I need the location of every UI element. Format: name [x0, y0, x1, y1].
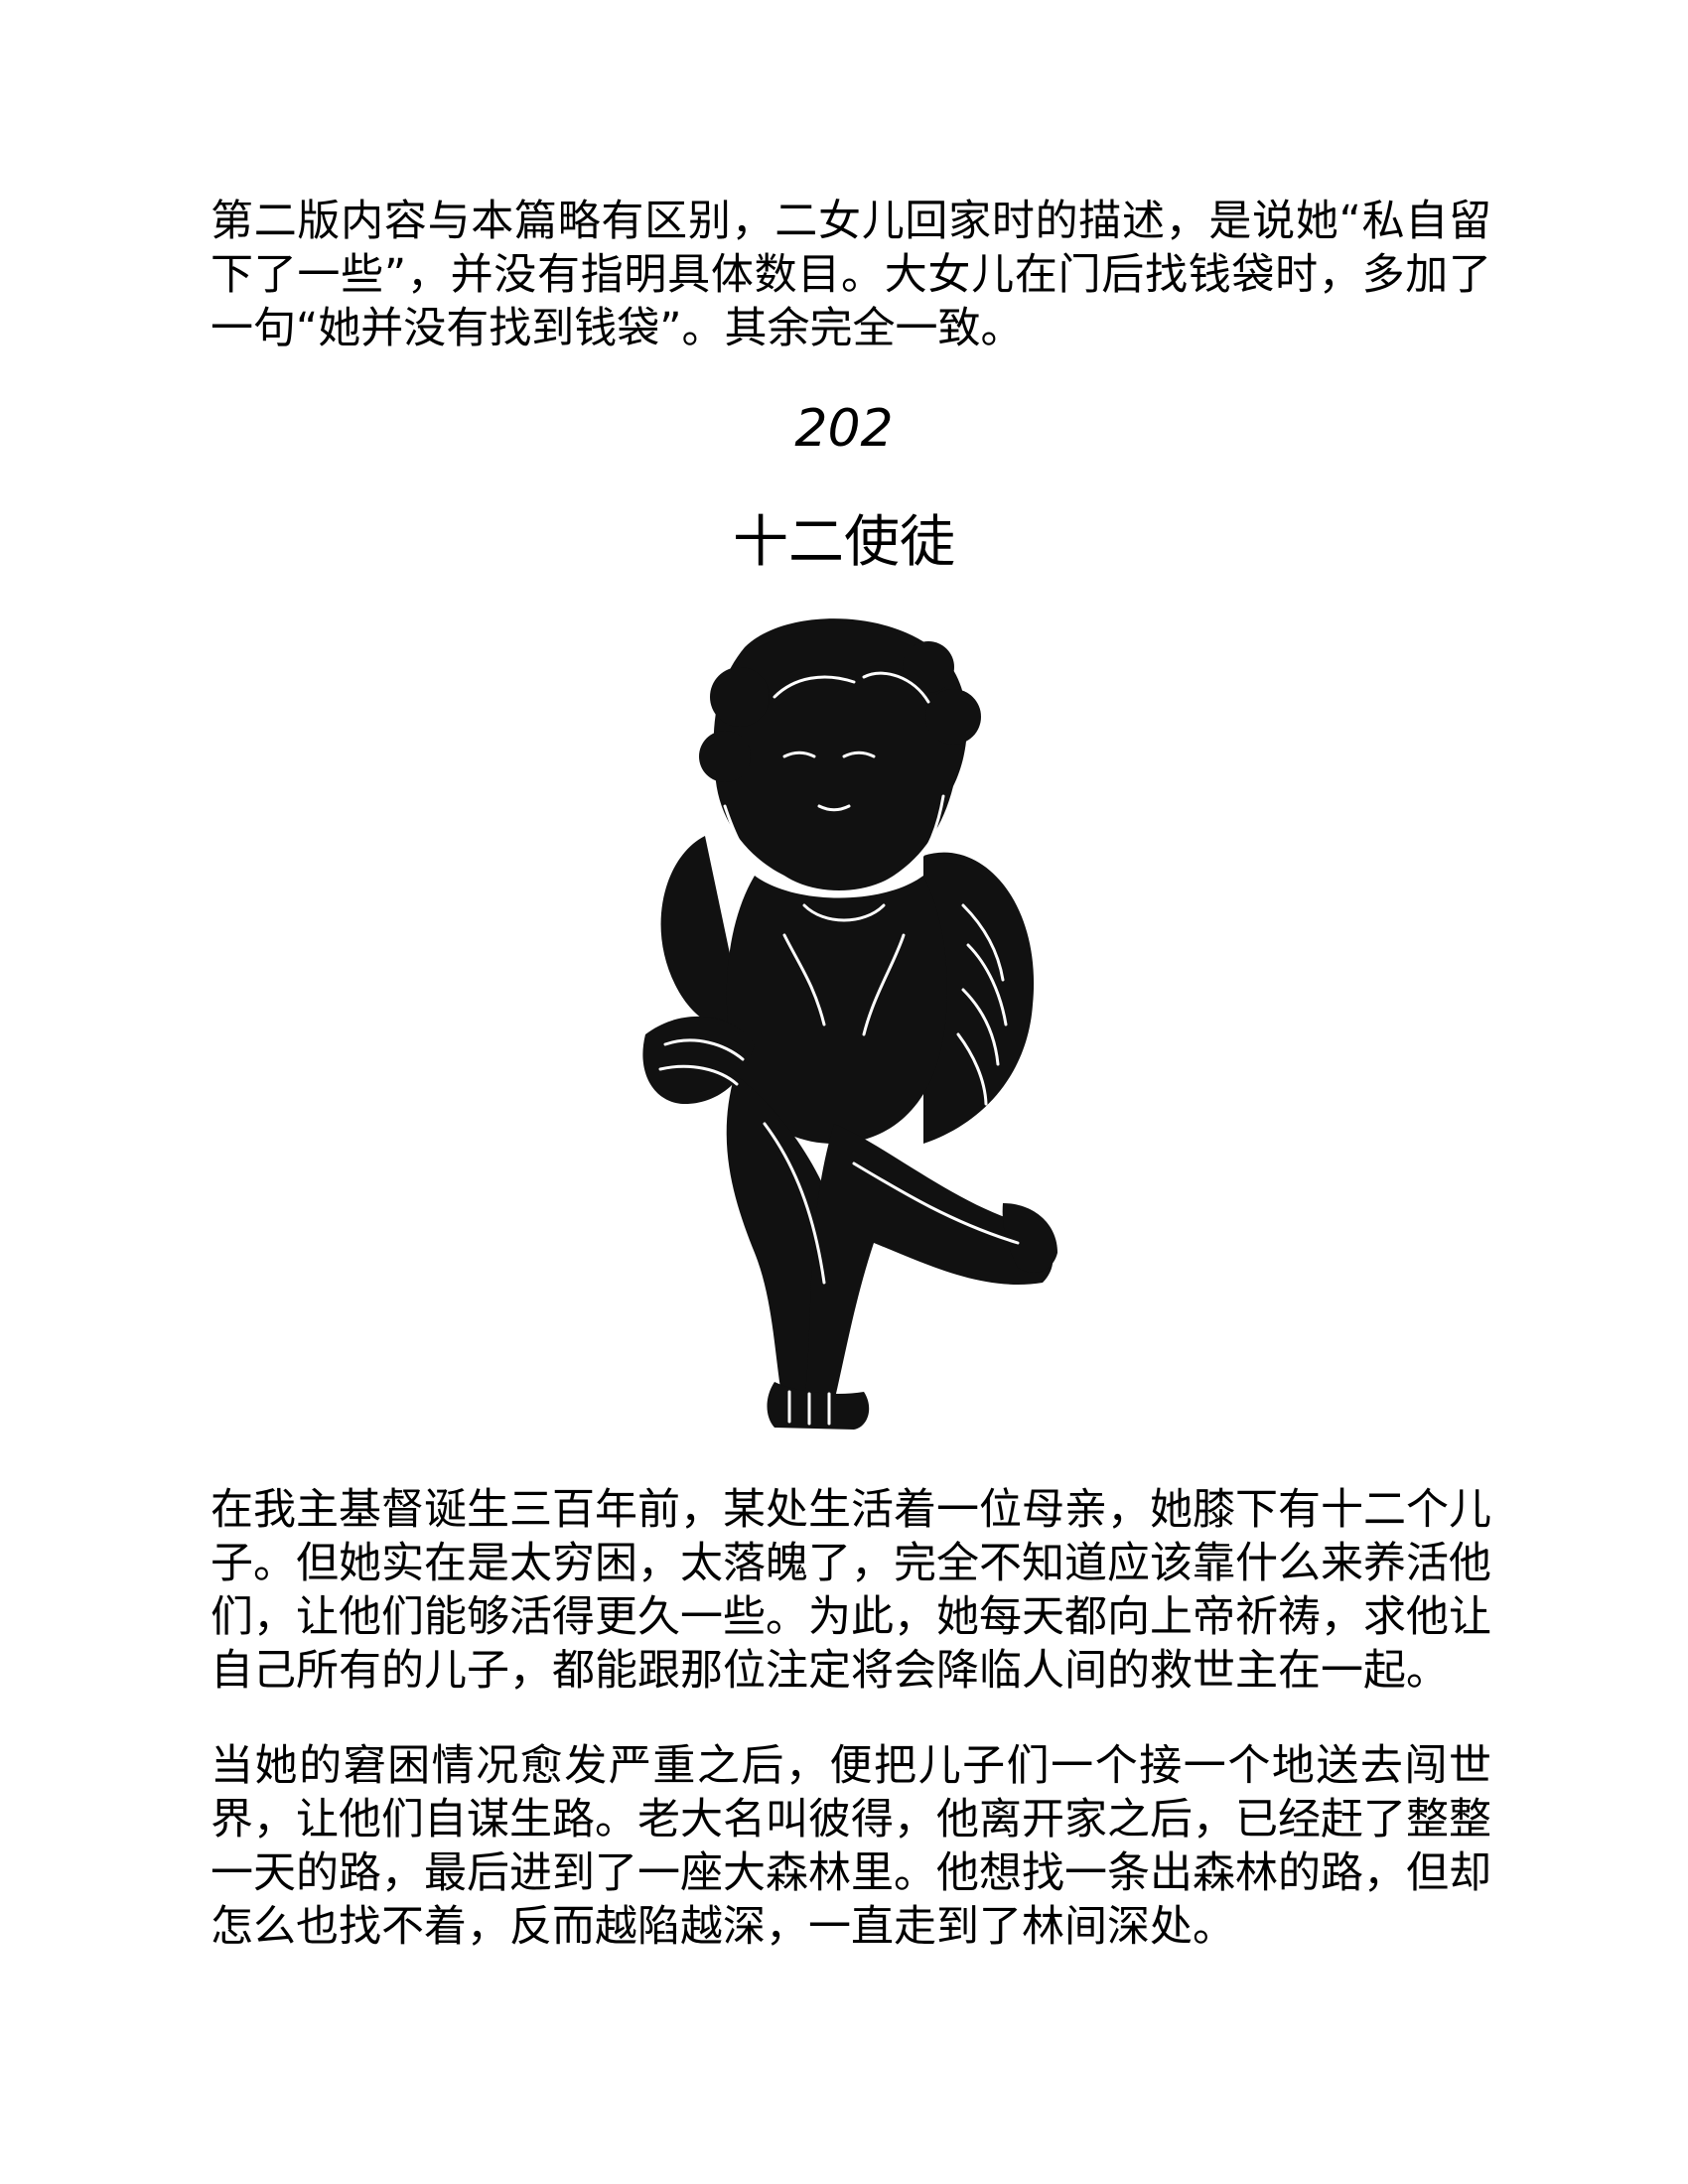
cherub-illustration	[626, 608, 1062, 1432]
story-title: 十二使徒	[733, 510, 955, 575]
note-paragraph: 第二版内容与本篇略有区别，二女儿回家时的描述，是说她“私自留下了一些”，并没有指…	[211, 197, 1491, 353]
story-paragraph-2: 当她的窘困情况愈发严重之后，便把儿子们一个接一个地送去闯世界，让他们自谋生路。老…	[211, 1741, 1491, 1952]
story-paragraph-1: 在我主基督诞生三百年前，某处生活着一位母亲，她膝下有十二个儿子。但她实在是太穷困…	[211, 1485, 1491, 1696]
cherub-icon	[642, 618, 1057, 1430]
story-number: 202	[794, 399, 894, 459]
